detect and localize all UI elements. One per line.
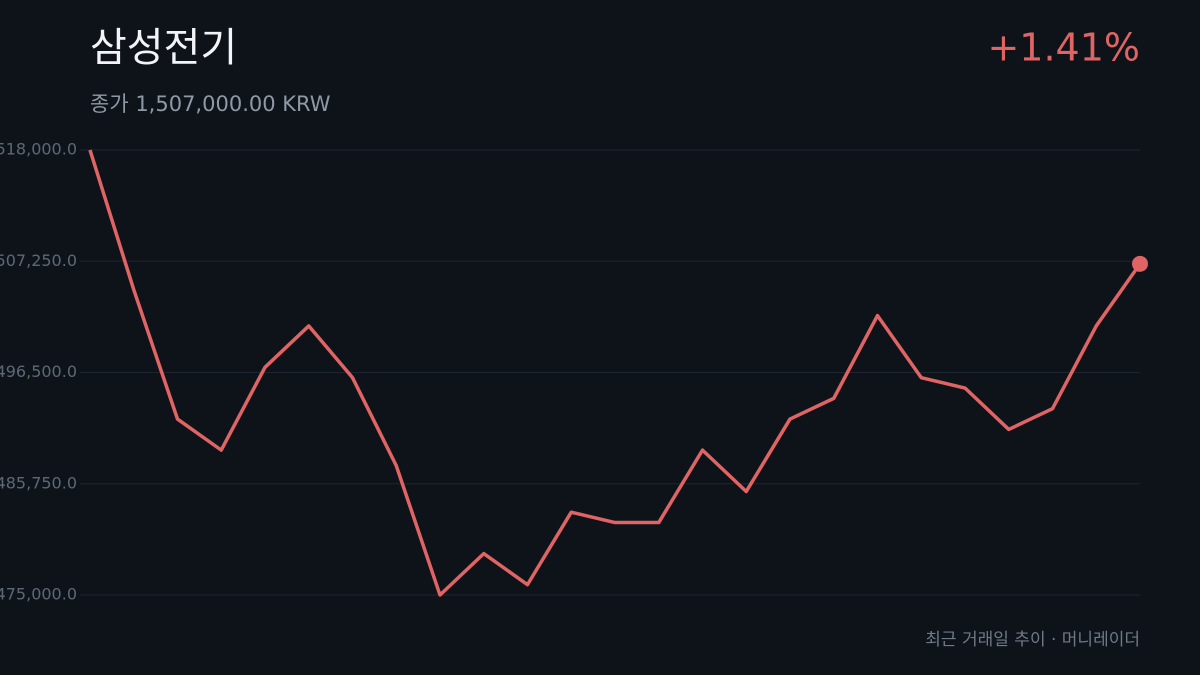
- change: +1.41%: [987, 26, 1140, 70]
- last-point: [1132, 255, 1148, 272]
- y-tick-label: 1,507,250.0: [0, 251, 77, 270]
- subtitle: 종가 1,507,000.00 KRW: [90, 92, 331, 116]
- y-tick-label: 1,496,500.0: [0, 362, 77, 381]
- y-tick-label: 1,485,750.0: [0, 473, 77, 492]
- chart-title: 삼성전기: [90, 25, 237, 71]
- y-tick-label: 1,518,000.0: [0, 140, 77, 159]
- y-tick-label: 1,475,000.0: [0, 585, 77, 604]
- price-line: [88, 149, 1142, 597]
- footer: 최근 거래일 추이 · 머니레이더: [925, 630, 1140, 650]
